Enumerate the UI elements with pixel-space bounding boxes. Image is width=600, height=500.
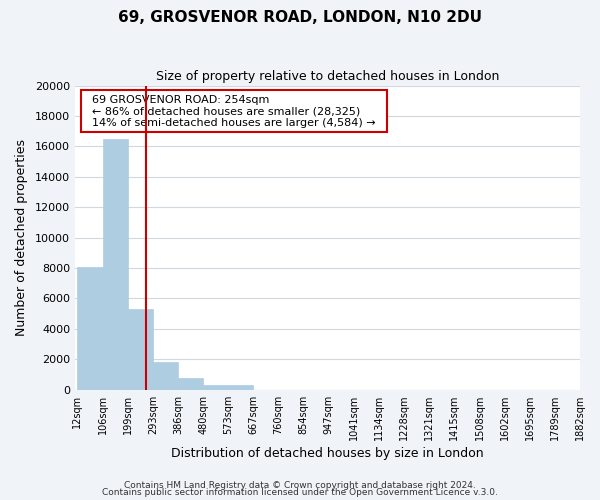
- Text: 69, GROSVENOR ROAD, LONDON, N10 2DU: 69, GROSVENOR ROAD, LONDON, N10 2DU: [118, 10, 482, 25]
- X-axis label: Distribution of detached houses by size in London: Distribution of detached houses by size …: [171, 447, 484, 460]
- Text: 69 GROSVENOR ROAD: 254sqm  
  ← 86% of detached houses are smaller (28,325)  
  : 69 GROSVENOR ROAD: 254sqm ← 86% of detac…: [85, 94, 383, 128]
- Bar: [228, 385, 253, 390]
- Bar: [153, 362, 178, 390]
- Text: Contains HM Land Registry data © Crown copyright and database right 2024.: Contains HM Land Registry data © Crown c…: [124, 480, 476, 490]
- Bar: [128, 309, 153, 390]
- Bar: [77, 266, 103, 390]
- Bar: [103, 139, 128, 390]
- Bar: [203, 385, 228, 390]
- Bar: [178, 378, 203, 390]
- Y-axis label: Number of detached properties: Number of detached properties: [15, 139, 28, 336]
- Title: Size of property relative to detached houses in London: Size of property relative to detached ho…: [156, 70, 499, 83]
- Text: Contains public sector information licensed under the Open Government Licence v.: Contains public sector information licen…: [102, 488, 498, 497]
